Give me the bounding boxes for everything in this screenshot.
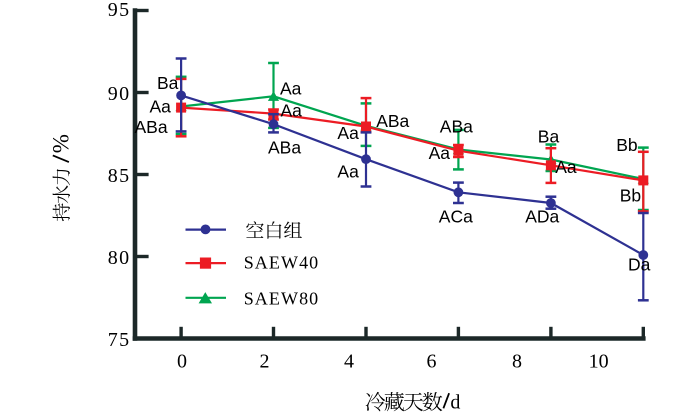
svg-text:ABa: ABa [268, 138, 301, 158]
svg-text:Da: Da [628, 255, 651, 275]
svg-text:Bb: Bb [620, 186, 641, 206]
svg-text:80: 80 [108, 247, 131, 269]
svg-text:0: 0 [177, 351, 187, 373]
svg-text:Ba: Ba [538, 127, 560, 147]
svg-text:Aa: Aa [555, 157, 577, 177]
svg-text:Bb: Bb [616, 135, 637, 155]
svg-text:85: 85 [108, 165, 131, 187]
svg-text:Aa: Aa [281, 101, 303, 121]
svg-text:Aa: Aa [429, 143, 451, 163]
svg-text:Aa: Aa [280, 79, 302, 99]
svg-text:SAEW40: SAEW40 [244, 253, 320, 273]
svg-text:4: 4 [344, 351, 354, 373]
svg-text:8: 8 [512, 351, 522, 373]
svg-text:Ba: Ba [157, 73, 179, 93]
svg-text:SAEW80: SAEW80 [244, 288, 320, 308]
svg-text:ADa: ADa [525, 207, 559, 227]
svg-text:Aa: Aa [337, 123, 359, 143]
svg-text:75: 75 [108, 329, 131, 351]
svg-text:ABa: ABa [440, 116, 473, 136]
svg-text:ABa: ABa [376, 111, 409, 131]
svg-text:Aa: Aa [150, 97, 172, 117]
svg-text:%: % [49, 134, 74, 153]
svg-text:Aa: Aa [337, 161, 359, 181]
svg-text:10: 10 [589, 351, 609, 373]
svg-text:90: 90 [108, 83, 131, 105]
svg-text:6: 6 [427, 351, 437, 373]
svg-text:2: 2 [260, 351, 270, 373]
svg-text:95: 95 [108, 0, 131, 21]
svg-text:ABa: ABa [135, 117, 168, 137]
svg-text:d: d [450, 392, 460, 413]
svg-text:ACa: ACa [439, 207, 473, 227]
